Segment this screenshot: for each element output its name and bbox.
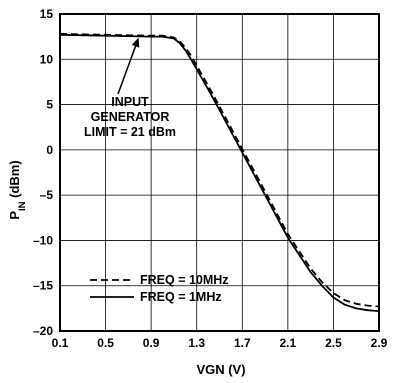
annotation-line-3: LIMIT = 21 dBm (84, 125, 176, 139)
y-tick-label: –5 (40, 188, 54, 202)
legend-label-10mhz: FREQ = 10MHz (140, 273, 229, 287)
series-line-10mhz (59, 33, 380, 308)
x-tick-label: 2.5 (325, 336, 342, 350)
series-line-1mhz (59, 33, 380, 312)
x-axis-title: VGN (V) (196, 362, 245, 377)
legend-label-1mhz: FREQ = 1MHz (140, 290, 222, 304)
x-tick-label: 1.7 (234, 336, 251, 350)
grid (60, 14, 379, 331)
plot-frame (59, 13, 380, 332)
y-tick-label: 0 (46, 143, 53, 157)
y-axis-title-unit: (dBm) (7, 160, 22, 201)
annotation-arrow (117, 45, 137, 95)
annotation-arrowhead (131, 37, 140, 48)
x-tick-label: 2.9 (371, 336, 388, 350)
legend: FREQ = 10MHz FREQ = 1MHz (90, 273, 229, 304)
y-tick-label: –20 (33, 324, 53, 338)
x-tick-label: 1.3 (188, 336, 205, 350)
y-axis-title-sub: IN (17, 201, 28, 211)
axis-ticks: 0.1 0.5 0.9 1.3 1.7 2.1 2.5 2.9 15 10 5 0 –5 –10 –15 –2… (33, 7, 388, 350)
annotation-line-1: INPUT (111, 95, 149, 109)
annotation: INPUT GENERATOR LIMIT = 21 dBm (84, 37, 176, 139)
x-tick-label: 0.9 (143, 336, 160, 350)
x-tick-label: 0.1 (52, 336, 69, 350)
x-tick-label: 0.5 (97, 336, 114, 350)
annotation-line-2: GENERATOR (91, 110, 170, 124)
y-axis-title-main: P (7, 211, 22, 220)
y-tick-label: 10 (40, 52, 54, 66)
y-axis-title: PIN (dBm) (7, 160, 28, 219)
y-tick-label: –10 (33, 233, 53, 247)
x-tick-label: 2.1 (280, 336, 297, 350)
y-tick-label: –15 (33, 279, 53, 293)
plot-series (59, 33, 380, 312)
y-tick-label: 15 (40, 7, 54, 21)
y-tick-label: 5 (46, 98, 53, 112)
